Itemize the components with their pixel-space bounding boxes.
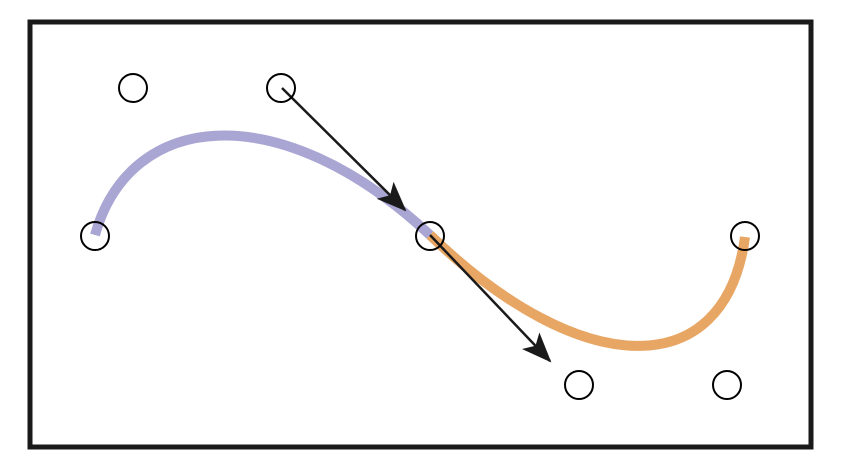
control-points bbox=[80, 73, 760, 400]
tangent-arrow-icon bbox=[281, 87, 407, 212]
control-point-icon[interactable] bbox=[415, 221, 445, 251]
control-point-icon[interactable] bbox=[266, 73, 296, 103]
curve-segment-first bbox=[90, 130, 434, 239]
control-point-icon[interactable] bbox=[118, 73, 148, 103]
control-point-icon[interactable] bbox=[730, 221, 760, 251]
control-point-icon[interactable] bbox=[712, 370, 742, 400]
diagram-frame bbox=[27, 19, 814, 450]
curve-segment-second bbox=[426, 231, 750, 351]
control-point-icon[interactable] bbox=[80, 221, 110, 251]
tangent-arrow-icon bbox=[429, 234, 552, 363]
control-point-icon[interactable] bbox=[564, 370, 594, 400]
